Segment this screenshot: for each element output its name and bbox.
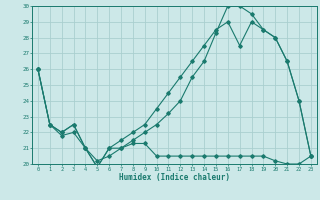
X-axis label: Humidex (Indice chaleur): Humidex (Indice chaleur)	[119, 173, 230, 182]
